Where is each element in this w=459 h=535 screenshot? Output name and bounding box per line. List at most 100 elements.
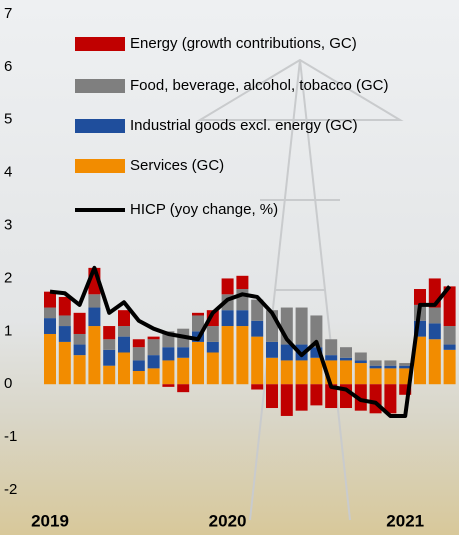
y-tick-label: 6 [4,58,12,75]
bar-segment [444,345,456,350]
bar-segment [355,360,367,363]
x-tick-label: 2020 [209,511,247,530]
bar-segment [162,347,174,360]
chart: -2-101234567201920202021Energy (growth c… [0,0,459,535]
bar-segment [148,339,160,355]
bar-segment [251,384,263,389]
bar-segment [281,384,293,416]
legend-label: Food, beverage, alcohol, tobacco (GC) [130,77,388,94]
bar-segment [103,326,115,339]
legend-label: Services (GC) [130,157,224,174]
legend-swatch [75,119,125,133]
bar-segment [266,384,278,408]
bar-segment [207,352,219,384]
bar-segment [148,337,160,340]
bar-segment [296,360,308,384]
y-tick-label: 3 [4,217,12,234]
bar-segment [251,337,263,385]
bar-segment [133,360,145,371]
bar-segment [74,355,86,384]
legend-swatch [75,79,125,93]
bar-segment [103,350,115,366]
bar-segment [44,318,56,334]
bar-segment [399,363,411,366]
bar-segment [118,326,130,337]
bar-segment [236,310,248,326]
bar-segment [88,294,100,307]
bar-segment [429,339,441,384]
bar-segment [133,347,145,360]
legend-swatch [75,159,125,173]
bar-segment [177,384,189,392]
bar-segment [444,350,456,384]
bar-segment [355,352,367,360]
bar-segment [310,384,322,405]
bar-segment [355,363,367,384]
bar-segment [384,366,396,369]
bar-segment [74,313,86,334]
legend-label: HICP (yoy change, %) [130,201,278,218]
bar-segment [192,342,204,384]
y-tick-label: 0 [4,375,12,392]
bar-segment [148,368,160,384]
bar-segment [88,308,100,327]
y-tick-label: 4 [4,164,12,181]
bar-segment [207,326,219,342]
bar-segment [340,360,352,384]
x-tick-label: 2021 [386,511,424,530]
bar-segment [103,366,115,385]
bar-segment [325,339,337,355]
bar-segment [266,358,278,384]
y-tick-label: 2 [4,269,12,286]
bar-segment [118,352,130,384]
bar-segment [192,313,204,316]
bar-segment [310,358,322,384]
bar-segment [296,384,308,410]
bar-segment [148,355,160,368]
bar-segment [429,323,441,339]
bar-segment [162,360,174,384]
bar-segment [370,360,382,365]
bar-segment [207,342,219,353]
bar-segment [162,384,174,387]
legend-label: Industrial goods excl. energy (GC) [130,117,358,134]
bar-segment [429,308,441,324]
bar-segment [281,360,293,384]
bar-segment [340,347,352,358]
bar-segment [133,371,145,384]
legend-swatch [75,37,125,51]
bar-segment [444,326,456,345]
bar-segment [177,358,189,384]
bar-segment [370,368,382,384]
bar-segment [59,315,71,326]
bar-segment [236,276,248,289]
bar-segment [296,308,308,345]
bar-segment [59,342,71,384]
bar-segment [281,345,293,361]
bar-segment [103,339,115,350]
bar-segment [118,337,130,353]
bar-segment [177,347,189,358]
bar-segment [251,321,263,337]
bar-segment [88,326,100,384]
bar-segment [59,326,71,342]
bar-segment [222,310,234,326]
y-tick-label: 1 [4,322,12,339]
y-tick-label: 7 [4,5,12,22]
bar-segment [74,345,86,356]
bar-segment [325,355,337,360]
bar-segment [222,326,234,384]
bar-segment [222,278,234,294]
bar-segment [399,366,411,369]
y-tick-label: 5 [4,111,12,128]
bar-segment [59,297,71,316]
bar-segment [384,384,396,413]
bar-segment [236,326,248,384]
bar-segment [384,360,396,365]
bar-segment [118,310,130,326]
bar-segment [74,334,86,345]
bar-segment [340,358,352,361]
bar-segment [384,368,396,384]
legend-label: Energy (growth contributions, GC) [130,35,357,52]
y-tick-label: -1 [4,428,17,445]
